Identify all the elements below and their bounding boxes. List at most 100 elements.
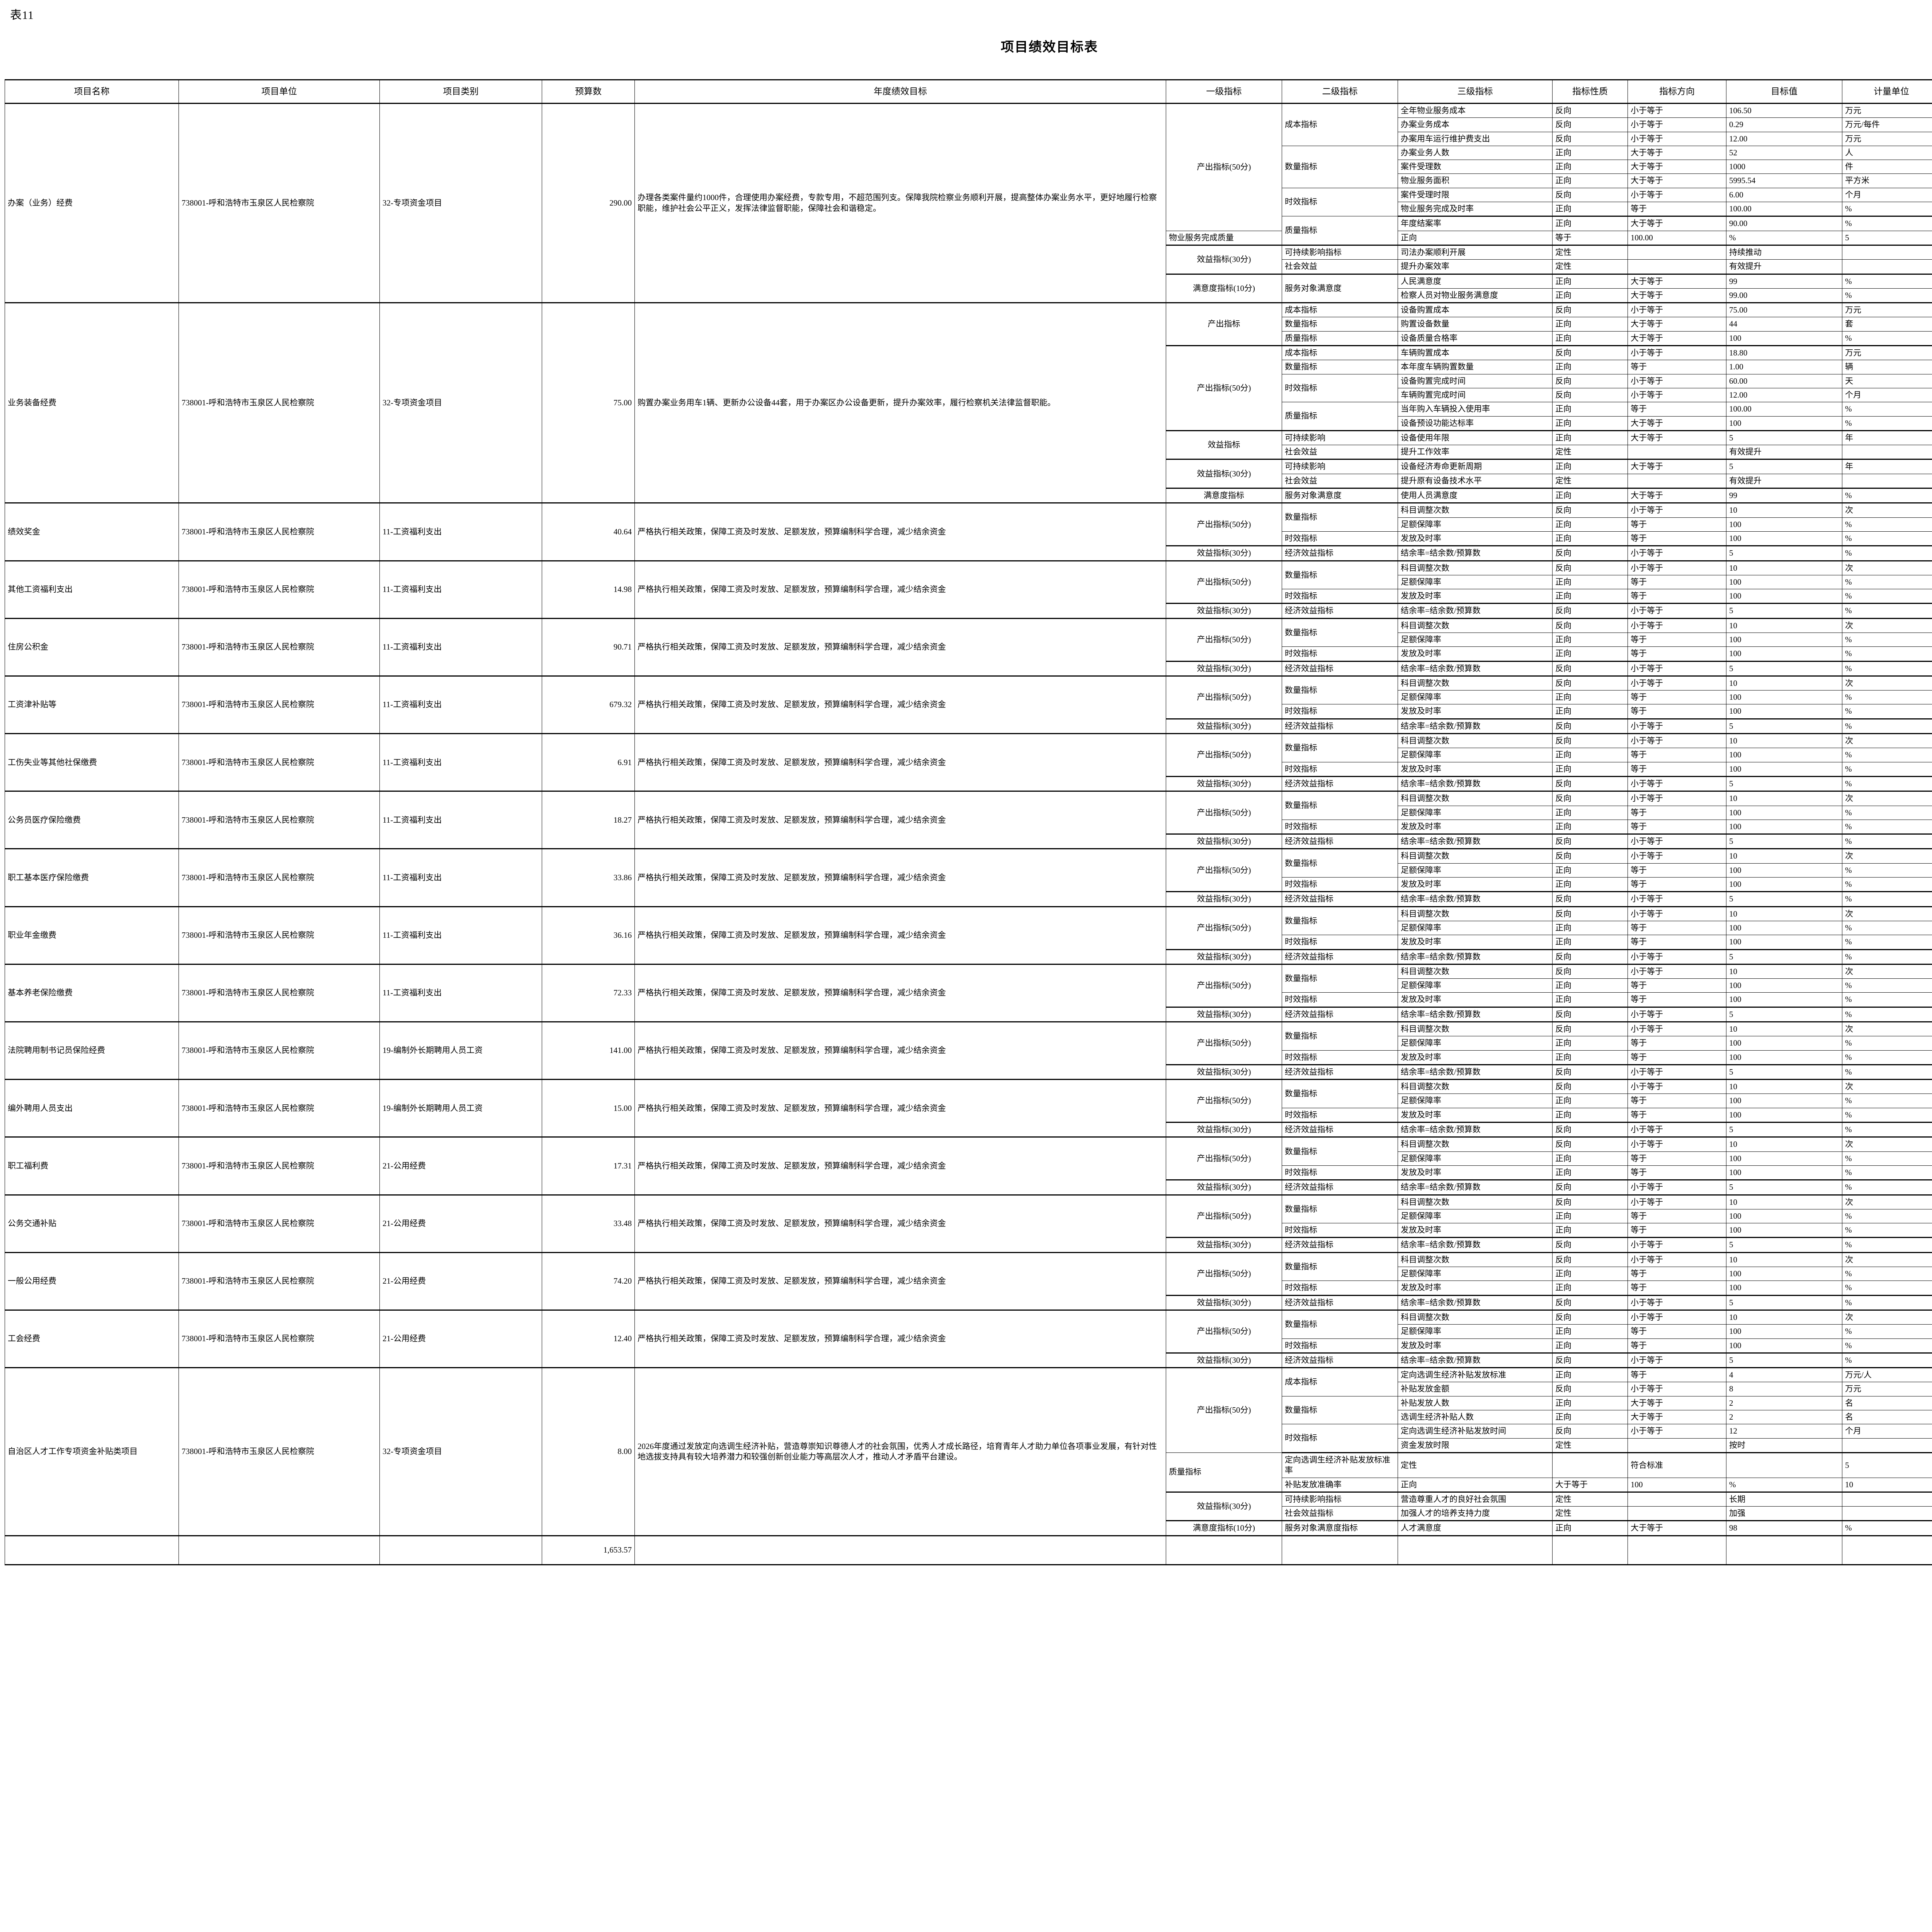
indicator-nature-cell: 正向 — [1398, 1477, 1553, 1492]
measure-unit-cell: % — [1842, 545, 1932, 561]
target-value-cell: 100 — [1726, 1165, 1842, 1180]
level1-indicator-cell: 满意度指标(10分) — [1166, 273, 1282, 303]
level2-indicator-cell: 经济效益指标 — [1282, 833, 1398, 849]
measure-unit-cell: 万元 — [1842, 131, 1932, 146]
level1-indicator-cell: 效益指标(30分) — [1166, 1179, 1282, 1195]
project-category-cell: 11-工资福利支出 — [379, 906, 542, 964]
total-name-cell — [5, 1535, 179, 1565]
measure-unit-cell: % — [1842, 1223, 1932, 1238]
indicator-direction-cell: 小于等于 — [1628, 1382, 1726, 1396]
measure-unit-cell: % — [1842, 1094, 1932, 1108]
indicator-nature-cell: 正向 — [1552, 748, 1628, 762]
target-value-cell: 12 — [1726, 1424, 1842, 1439]
indicator-nature-cell: 反向 — [1552, 1064, 1628, 1080]
level1-indicator-cell: 效益指标(30分) — [1166, 718, 1282, 734]
score-cell: 5 — [1842, 1452, 1932, 1478]
indicator-direction-cell: 小于等于 — [1628, 117, 1726, 132]
level3-indicator-cell: 足额保障率 — [1398, 748, 1553, 762]
project-budget-cell: 17.31 — [542, 1136, 635, 1195]
indicator-nature-cell: 定性 — [1552, 1506, 1628, 1521]
target-value-cell: 0.29 — [1726, 117, 1842, 132]
measure-unit-cell: 天 — [1842, 374, 1932, 388]
project-unit-cell: 738001-呼和浩特市玉泉区人民检察院 — [179, 1021, 380, 1080]
level3-indicator-cell: 发放及时率 — [1398, 877, 1553, 892]
measure-unit-cell: % — [1842, 949, 1932, 964]
level3-indicator-cell: 科目调整次数 — [1398, 848, 1553, 864]
level3-indicator-cell: 足额保障率 — [1398, 1324, 1553, 1339]
indicator-direction-cell: 等于 — [1628, 920, 1726, 935]
indicator-nature-cell: 正向 — [1552, 863, 1628, 878]
target-value-cell: 100 — [1726, 1050, 1842, 1065]
annual-goal-cell: 严格执行相关政策，保障工资及时发放、足额发放，预算编制科学合理，减少结余资金 — [634, 848, 1166, 907]
project-name-cell: 业务装备经费 — [5, 302, 179, 503]
indicator-direction-cell: 大于等于 — [1628, 160, 1726, 174]
target-value-cell: 90.00 — [1726, 216, 1842, 231]
indicator-nature-cell: 正向 — [1552, 1107, 1628, 1123]
target-value-cell: 100 — [1726, 748, 1842, 762]
target-value-cell: 100 — [1726, 805, 1842, 820]
level2-indicator-cell: 时效指标 — [1282, 762, 1398, 777]
indicator-nature-cell: 正向 — [1552, 690, 1628, 705]
target-value-cell: 6.00 — [1726, 187, 1842, 202]
target-value-cell: 100 — [1726, 517, 1842, 532]
indicator-direction-cell: 小于等于 — [1628, 1252, 1726, 1267]
indicator-nature-cell: 正向 — [1552, 360, 1628, 374]
level2-indicator-cell: 成本指标 — [1282, 1367, 1398, 1396]
level3-indicator-cell: 结余率=结余数/预算数 — [1398, 833, 1553, 849]
measure-unit-cell: % — [1842, 273, 1932, 289]
indicator-direction-cell: 小于等于 — [1628, 102, 1726, 118]
level1-indicator-cell: 产出指标(50分) — [1166, 848, 1282, 892]
indicator-direction-cell: 小于等于 — [1628, 1079, 1726, 1094]
level3-indicator-cell: 科目调整次数 — [1398, 560, 1553, 575]
target-value-cell: 有效提升 — [1726, 473, 1842, 489]
table-row: 工伤失业等其他社保缴费 738001-呼和浩特市玉泉区人民检察院 11-工资福利支出… — [5, 733, 1932, 792]
level1-indicator-cell: 产出指标(50分) — [1166, 1309, 1282, 1353]
indicator-direction-cell: 等于 — [1628, 805, 1726, 820]
project-category-cell: 19-编制外长期聘用人员工资 — [379, 1079, 542, 1138]
indicator-direction-cell: 小于等于 — [1628, 791, 1726, 806]
table-row: 效益指标(30分)可持续影响指标司法办案顺利开展定性持续推动15 — [5, 244, 1932, 274]
target-value-cell: 持续推动 — [1726, 244, 1842, 260]
level2-indicator-cell: 数量指标 — [1282, 1079, 1398, 1108]
measure-unit-cell: % — [1842, 1050, 1932, 1065]
indicator-nature-cell: 正向 — [1552, 1338, 1628, 1353]
project-name-cell: 编外聘用人员支出 — [5, 1079, 179, 1138]
indicator-direction-cell: 小于等于 — [1628, 906, 1726, 921]
project-category-cell: 32-专项资金项目 — [379, 1367, 542, 1536]
level1-indicator-cell: 效益指标(30分) — [1166, 1294, 1282, 1310]
measure-unit-cell: 件 — [1842, 160, 1932, 174]
th-direction: 指标方向 — [1628, 79, 1726, 104]
level2-indicator-cell: 质量指标 — [1282, 402, 1398, 431]
indicator-direction-cell: 等于 — [1628, 1165, 1726, 1180]
target-value-cell: 加强 — [1726, 1506, 1842, 1521]
level3-indicator-cell: 结余率=结余数/预算数 — [1398, 891, 1553, 907]
measure-unit-cell: % — [1842, 1520, 1932, 1536]
indicator-nature-cell: 正向 — [1552, 575, 1628, 590]
level2-indicator-cell: 时效指标 — [1282, 992, 1398, 1007]
level3-indicator-cell: 物业服务完成质量 — [1166, 230, 1282, 245]
indicator-nature-cell: 反向 — [1552, 187, 1628, 202]
target-value-cell: 5 — [1726, 430, 1842, 446]
project-name-cell: 其他工资福利支出 — [5, 560, 179, 619]
level3-indicator-cell: 发放及时率 — [1398, 819, 1553, 835]
annual-goal-cell: 办理各类案件量约1000件，合理使用办案经费，专款专用，不超范围列支。保障我院检… — [634, 102, 1166, 303]
level2-indicator-cell: 经济效益指标 — [1282, 1294, 1398, 1310]
level3-indicator-cell: 年度结案率 — [1398, 216, 1553, 231]
indicator-direction-cell: 大于等于 — [1628, 488, 1726, 503]
indicator-nature-cell: 反向 — [1552, 603, 1628, 619]
target-value-cell: 99.00 — [1726, 288, 1842, 303]
indicator-direction-cell: 小于等于 — [1628, 660, 1726, 676]
level2-indicator-cell: 数量指标 — [1282, 360, 1398, 374]
level3-indicator-cell: 发放及时率 — [1398, 1223, 1553, 1238]
target-value-cell: 5 — [1726, 1006, 1842, 1022]
target-value-cell: 100 — [1628, 1477, 1726, 1492]
annual-goal-cell: 严格执行相关政策，保障工资及时发放、足额发放，预算编制科学合理，减少结余资金 — [634, 1136, 1166, 1195]
